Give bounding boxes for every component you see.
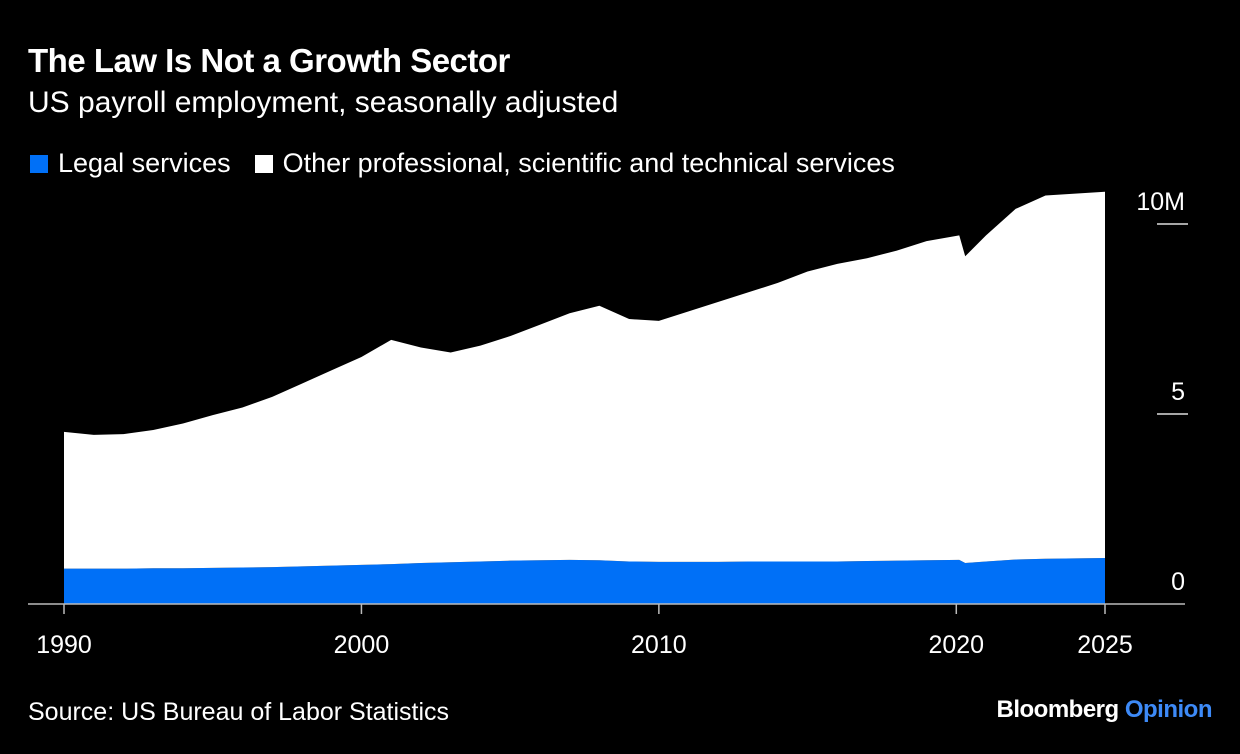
area-series-other-professional-services — [64, 191, 1105, 569]
brand-accent: Opinion — [1124, 696, 1213, 723]
chart-subtitle: US payroll employment, seasonally adjust… — [28, 86, 619, 119]
brand-main: Bloomberg — [996, 696, 1120, 723]
x-tick-label-1990: 1990 — [36, 631, 92, 659]
x-tick-label-2025: 2025 — [1077, 631, 1133, 659]
legend: Legal services Other professional, scien… — [30, 148, 919, 179]
x-tick-label-2020: 2020 — [928, 631, 984, 659]
area-series-legal-services — [64, 558, 1105, 604]
chart-title: The Law Is Not a Growth Sector — [28, 42, 510, 79]
brand-logo: Bloomberg Opinion — [997, 696, 1213, 724]
x-tick-label-2010: 2010 — [631, 631, 687, 659]
y-tick-label-0: 0 — [1171, 568, 1185, 596]
source-note: Source: US Bureau of Labor Statistics — [28, 698, 450, 726]
y-tick-label-5: 5 — [1171, 378, 1185, 406]
legend-swatch-legal — [30, 154, 48, 173]
y-tick-label-10: 10M — [1136, 188, 1185, 216]
legend-swatch-other — [254, 154, 273, 173]
legend-item-legal: Legal services — [30, 148, 231, 179]
legend-label-other: Other professional, scientific and techn… — [282, 148, 895, 178]
legend-label-legal: Legal services — [58, 148, 231, 178]
legend-item-other: Other professional, scientific and techn… — [254, 148, 895, 179]
x-tick-label-2000: 2000 — [334, 631, 390, 659]
